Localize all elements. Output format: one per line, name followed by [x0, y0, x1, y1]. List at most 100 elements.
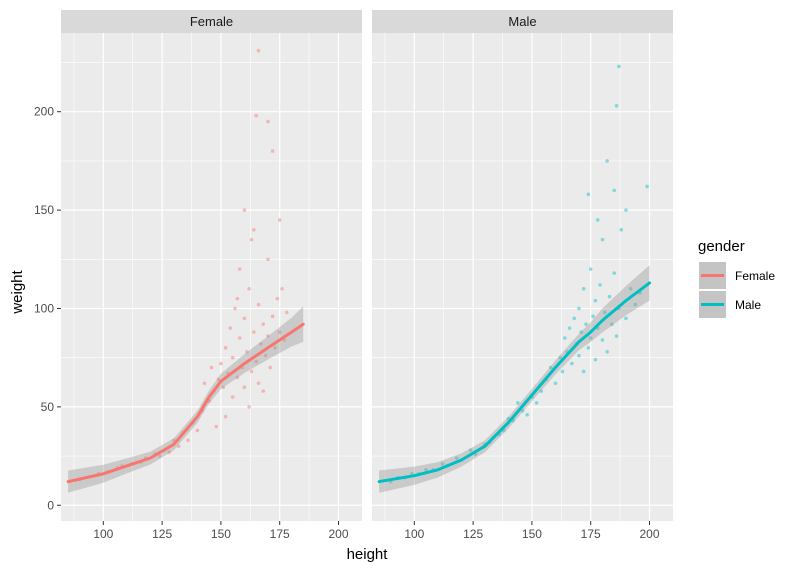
- data-point: [202, 381, 207, 386]
- confidence-ribbon: [68, 306, 304, 493]
- data-point: [270, 149, 275, 153]
- x-tick-label: 150: [522, 527, 542, 541]
- data-point: [259, 342, 263, 346]
- x-tick-label: 125: [152, 527, 172, 541]
- data-point: [249, 237, 254, 242]
- data-point: [254, 113, 258, 118]
- data-point: [586, 192, 591, 197]
- data-point: [593, 298, 598, 303]
- data-point: [614, 104, 619, 108]
- data-point: [614, 334, 619, 338]
- data-point: [600, 338, 605, 342]
- data-point: [157, 454, 162, 458]
- data-point: [167, 450, 171, 454]
- legend-label: Female: [735, 269, 775, 283]
- confidence-ribbon: [379, 265, 650, 493]
- data-point: [275, 296, 280, 301]
- data-point: [249, 369, 254, 374]
- strip-background: [372, 10, 673, 33]
- y-tick-label: 100: [34, 301, 54, 315]
- data-point: [233, 306, 237, 311]
- data-point: [221, 385, 226, 389]
- data-point: [237, 267, 242, 271]
- data-point: [230, 355, 235, 360]
- data-point: [230, 395, 235, 399]
- data-point: [237, 336, 242, 340]
- data-point: [268, 365, 273, 370]
- x-tick-label: 200: [639, 527, 659, 541]
- data-point: [277, 330, 282, 334]
- facet-panels: Female 100 125 150 175 200 Male 100 125 150 175 200…: [34, 10, 673, 541]
- data-point: [567, 326, 572, 330]
- x-tick-label: 100: [93, 527, 113, 541]
- data-point: [256, 381, 261, 386]
- data-point: [195, 428, 200, 433]
- smooth-line: [66, 322, 305, 484]
- data-point: [261, 389, 266, 393]
- data-point: [515, 401, 520, 405]
- data-point: [612, 271, 617, 275]
- data-point: [577, 306, 581, 311]
- data-point: [591, 314, 595, 319]
- data-point: [242, 385, 247, 389]
- x-tick-label: 200: [328, 527, 348, 541]
- data-point: [525, 412, 530, 417]
- data-point: [242, 316, 247, 321]
- data-point: [577, 353, 581, 358]
- data-point: [619, 227, 624, 232]
- y-axis-title: weight: [9, 269, 26, 314]
- data-point: [553, 381, 558, 386]
- data-point: [572, 316, 577, 321]
- smooth-line: [377, 281, 651, 484]
- data-point: [252, 227, 256, 232]
- data-point: [584, 322, 588, 327]
- data-point: [247, 405, 251, 409]
- data-point: [280, 287, 284, 291]
- panel-female: Female 100 125 150 175 200: [61, 10, 362, 541]
- data-point: [468, 448, 473, 452]
- data-point: [254, 359, 258, 364]
- y-tick-label: 0: [47, 498, 54, 512]
- panel-background: [372, 33, 673, 521]
- data-point: [228, 326, 233, 330]
- data-point: [209, 365, 214, 370]
- data-point: [219, 361, 223, 366]
- data-point: [598, 283, 602, 287]
- data-point: [534, 401, 539, 405]
- data-point: [548, 365, 553, 370]
- data-point: [605, 159, 609, 163]
- x-tick-label: 100: [404, 527, 424, 541]
- data-point: [610, 322, 614, 327]
- data-point: [581, 369, 586, 374]
- data-point: [266, 257, 270, 262]
- data-point: [588, 267, 593, 271]
- data-point: [624, 316, 628, 321]
- x-tick-label: 175: [581, 527, 601, 541]
- data-point: [539, 389, 544, 393]
- data-point: [581, 287, 586, 291]
- data-point: [266, 119, 270, 124]
- data-point: [186, 438, 190, 443]
- legend-title: gender: [698, 238, 745, 255]
- data-point: [628, 287, 633, 291]
- legend-label: Male: [735, 298, 761, 312]
- data-point: [440, 462, 445, 466]
- y-tick-label: 50: [41, 400, 55, 414]
- data-point: [600, 237, 605, 242]
- data-point: [612, 188, 617, 193]
- data-point: [244, 349, 249, 354]
- legend-item-female: Female: [699, 262, 775, 289]
- strip-background: [61, 10, 362, 33]
- data-point: [256, 302, 261, 307]
- panel-background: [61, 33, 362, 521]
- data-point: [263, 353, 268, 358]
- data-point: [586, 346, 591, 350]
- data-point: [235, 375, 240, 380]
- data-point: [605, 349, 609, 354]
- data-point: [588, 336, 593, 340]
- y-tick-label: 150: [34, 203, 54, 217]
- data-point: [216, 377, 221, 382]
- data-point: [261, 322, 266, 327]
- x-tick-label: 125: [463, 527, 483, 541]
- data-point: [607, 294, 612, 299]
